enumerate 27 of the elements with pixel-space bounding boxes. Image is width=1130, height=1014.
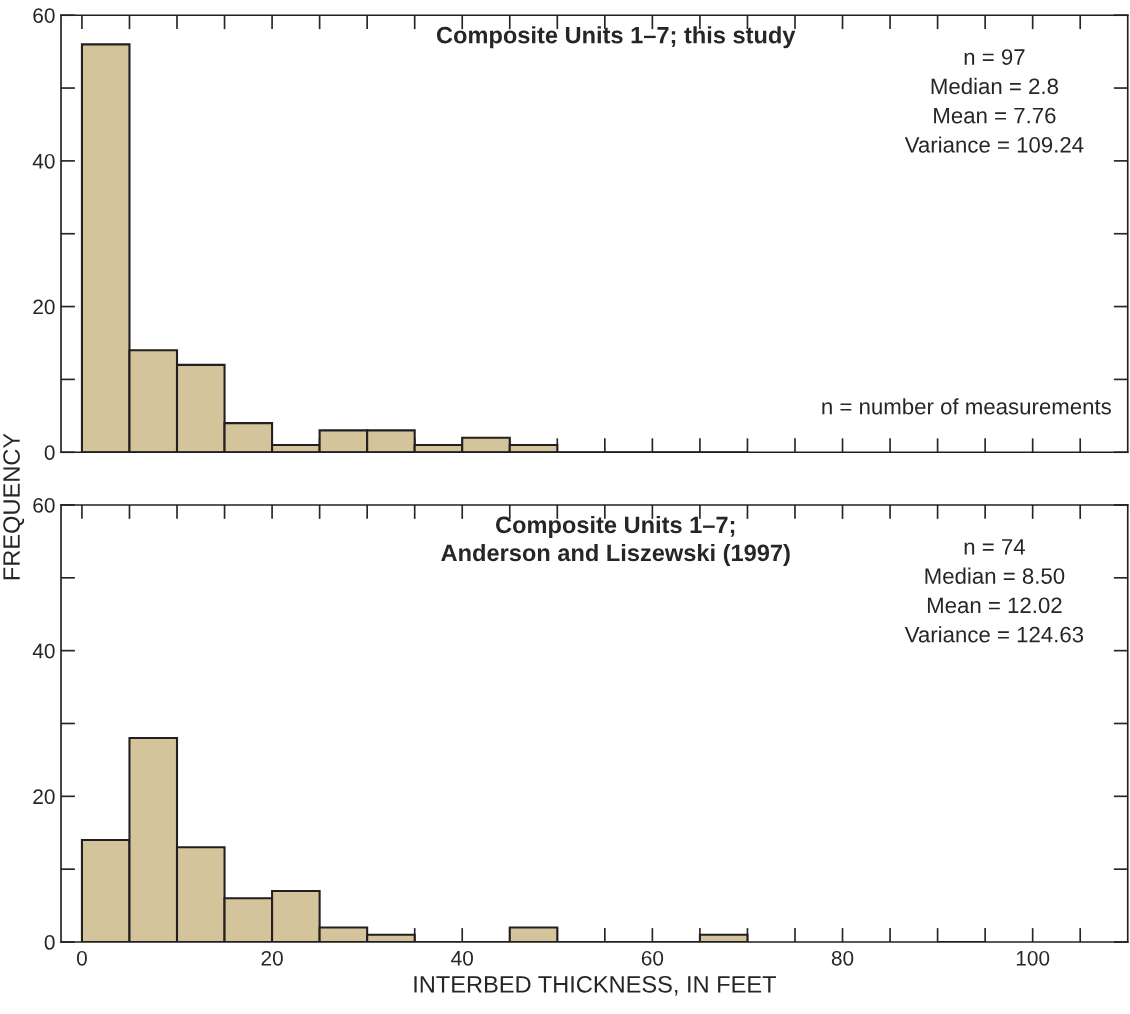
x-tick-label: 40 bbox=[451, 950, 473, 966]
annotation: n = 97 bbox=[964, 49, 1025, 65]
annotation: Median = 8.50 bbox=[925, 567, 1065, 584]
y-axis-title: FREQUENCY bbox=[3, 433, 25, 580]
annotation: Variance = 109.24 bbox=[904, 136, 1084, 153]
chart-title: Composite Units 1–7; this study bbox=[436, 26, 796, 49]
annotation: Mean = 12.02 bbox=[927, 597, 1062, 614]
y-tick-label: 60 bbox=[33, 8, 55, 23]
annotation: n = number of measurements bbox=[822, 398, 1111, 415]
y-tick-label: 40 bbox=[32, 153, 55, 169]
annotation: n = 74 bbox=[964, 539, 1025, 555]
annotation: Mean = 7.76 bbox=[934, 107, 1056, 124]
y-tick-label: 0 bbox=[44, 445, 55, 460]
y-tick-label: 20 bbox=[33, 789, 55, 805]
y-tick-label: 60 bbox=[33, 497, 55, 513]
x-tick-label: 20 bbox=[261, 950, 283, 966]
x-tick-label: 80 bbox=[831, 950, 854, 966]
y-tick-label: 40 bbox=[32, 643, 55, 659]
y-tick-label: 20 bbox=[33, 299, 55, 315]
annotation: Median = 2.8 bbox=[931, 77, 1058, 95]
text: Composite Units 1–7; Anderson and Liszewski (1997) bbox=[441, 515, 790, 566]
x-tick-label: 0 bbox=[76, 950, 87, 966]
annotation: Variance = 124.63 bbox=[904, 626, 1084, 643]
x-axis-title: INTERBED THICKNESS, IN FEET bbox=[414, 975, 776, 996]
y-tick-label: 0 bbox=[44, 935, 55, 950]
x-tick-label: 100 bbox=[1016, 950, 1050, 966]
x-tick-label: 60 bbox=[641, 950, 664, 966]
